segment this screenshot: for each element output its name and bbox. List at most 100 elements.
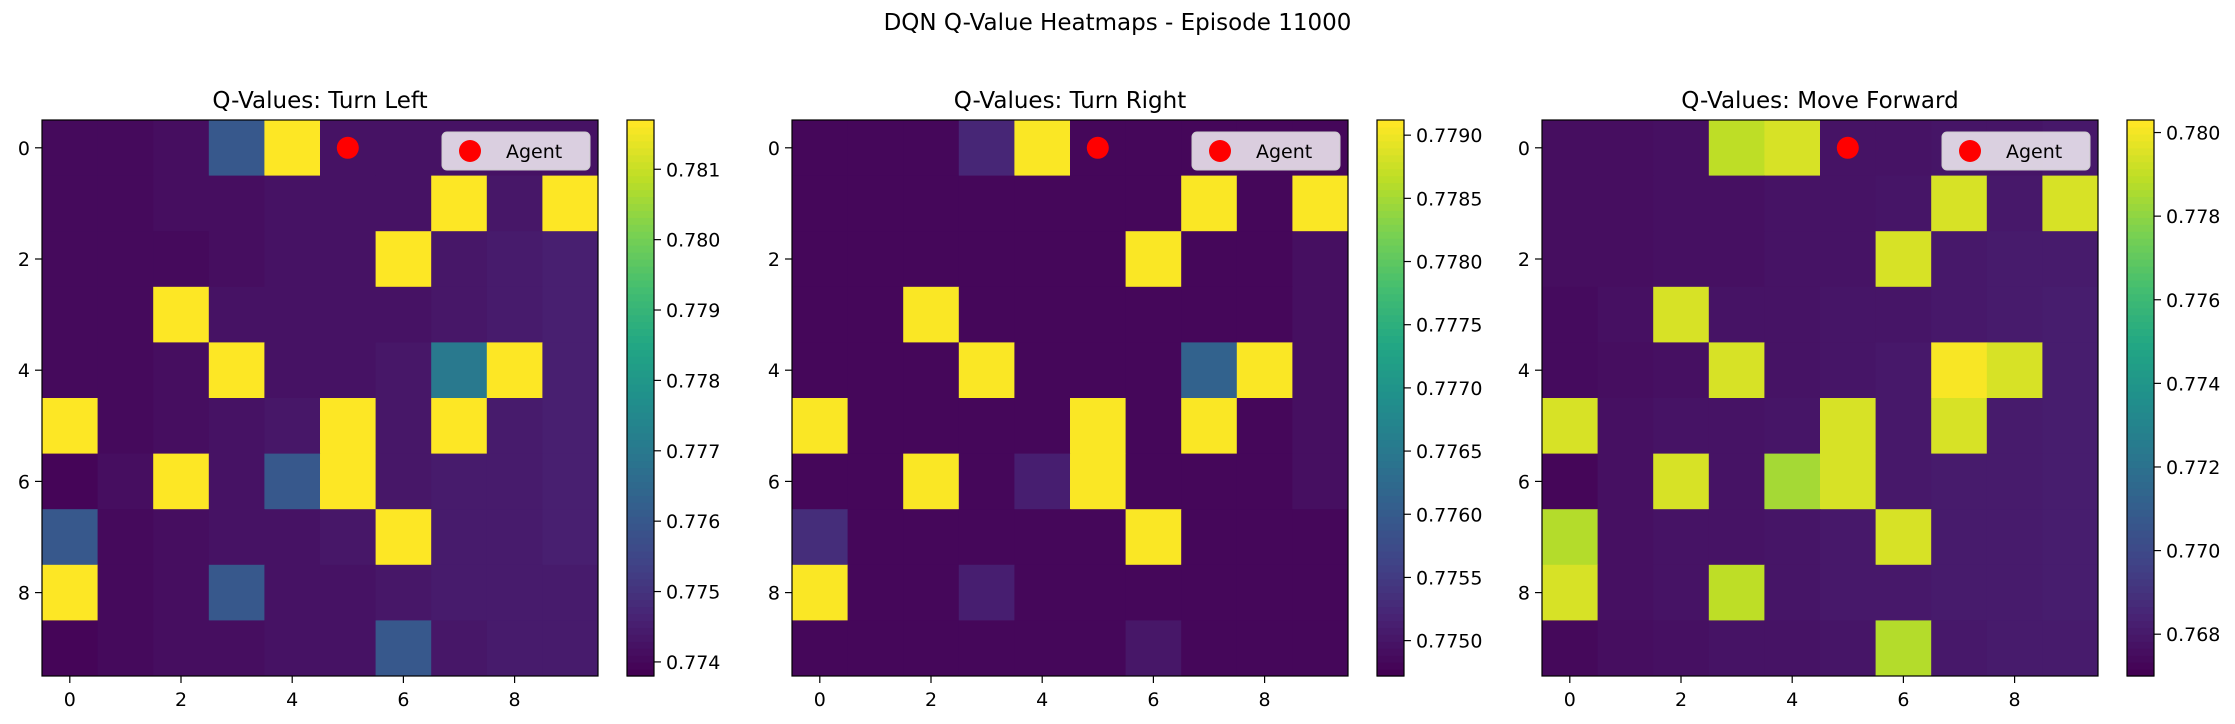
colorbar-segment: [627, 425, 654, 434]
colorbar-segment: [1377, 370, 1404, 378]
heatmap-cell: [42, 120, 99, 177]
heatmap-cell: [264, 120, 321, 177]
colorbar-segment: [2127, 259, 2154, 267]
colorbar-segment: [1377, 356, 1404, 364]
heatmap-cell: [1986, 620, 2043, 677]
heatmap-cell: [1236, 231, 1293, 288]
heatmap-cell: [42, 231, 99, 288]
heatmap-cell: [792, 286, 849, 343]
heatmap-cell: [42, 286, 99, 343]
heatmap-cell: [1070, 342, 1127, 399]
colorbar-segment: [1377, 578, 1404, 587]
colorbar-segment: [1377, 509, 1404, 517]
agent-marker: [336, 136, 359, 159]
heatmap-cell: [903, 231, 960, 288]
colorbar-segment: [1377, 432, 1404, 441]
heatmap-panel-1: Q-Values: Turn Left 0 2 4 6 8 0 2 4 6 8 Agent 0.774 0…: [18, 88, 721, 711]
y-tick-label: 8: [1518, 583, 1530, 605]
y-tick-label: 4: [1518, 360, 1530, 382]
colorbar-segment: [627, 265, 654, 274]
colorbar-segment: [1377, 592, 1404, 601]
heatmap-cell: [1181, 286, 1238, 343]
colorbar-segment: [2127, 147, 2154, 156]
heatmap-cell: [792, 175, 849, 232]
heatmap-cell: [375, 453, 432, 510]
colorbar-segment: [627, 467, 654, 476]
heatmap-cell: [1764, 231, 1821, 288]
heatmap-cell: [1125, 120, 1182, 177]
colorbar-segment: [1377, 175, 1404, 184]
colorbar-segment: [2127, 592, 2154, 601]
colorbar-segment: [627, 418, 654, 427]
heatmap-cell: [1653, 342, 1710, 399]
heatmap-cell: [97, 286, 154, 343]
heatmap-cell: [1764, 342, 1821, 399]
colorbar-tick-label: 0.7765: [1416, 441, 1482, 463]
heatmap-cell: [1986, 453, 2043, 510]
colorbar-segment: [1377, 259, 1404, 267]
heatmap-cell: [42, 175, 99, 232]
colorbar-tick-label: 0.775: [666, 582, 720, 604]
x-tick-label: 0: [64, 689, 76, 711]
colorbar-segment: [2127, 391, 2154, 399]
heatmap-cell: [1597, 120, 1654, 177]
heatmap-cell: [1931, 398, 1988, 455]
colorbar-segment: [1377, 530, 1404, 538]
colorbar-tick-label: 0.778: [666, 370, 720, 392]
heatmap-cell: [208, 620, 265, 677]
colorbar-segment: [627, 175, 654, 184]
heatmap-cell: [1653, 175, 1710, 232]
heatmap-cell: [1292, 620, 1349, 677]
heatmap-cell: [153, 509, 210, 566]
heatmap-cell: [1236, 453, 1293, 510]
heatmap-cell: [792, 509, 849, 566]
colorbar-segment: [1377, 265, 1404, 274]
colorbar-segment: [2127, 377, 2154, 385]
heatmap-cell: [1875, 620, 1932, 677]
colorbar-segment: [1377, 335, 1404, 343]
x-tick-label: 2: [175, 689, 187, 711]
colorbar-segment: [2127, 543, 2154, 552]
colorbar-segment: [627, 481, 654, 489]
colorbar-segment: [1377, 182, 1404, 191]
heatmap-cell: [792, 453, 849, 510]
heatmap-cell: [375, 398, 432, 455]
heatmap-cell: [1292, 231, 1349, 288]
y-tick-label: 8: [768, 583, 780, 605]
colorbar-segment: [1377, 467, 1404, 476]
colorbar-frame: [1376, 119, 1405, 677]
colorbar-segment: [2127, 488, 2154, 496]
colorbar-segment: [1377, 224, 1404, 232]
colorbar-segment: [2127, 398, 2154, 406]
colorbar-segment: [627, 439, 654, 448]
legend-label: Agent: [2006, 141, 2062, 163]
colorbar-segment: [1377, 537, 1404, 545]
x-tick-label: 6: [397, 689, 409, 711]
heatmap-cell: [1708, 509, 1765, 566]
heatmap-cell: [375, 342, 432, 399]
heatmap-cell: [1542, 342, 1599, 399]
heatmap-cell: [542, 453, 599, 510]
colorbar-segment: [627, 411, 654, 420]
heatmap-cell: [958, 509, 1015, 566]
colorbar-segment: [2127, 279, 2154, 288]
heatmap-cell: [1597, 175, 1654, 232]
colorbar-segment: [2127, 411, 2154, 420]
colorbar-segment: [627, 314, 654, 323]
colorbar-segment: [1377, 133, 1404, 142]
colorbar-segment: [627, 335, 654, 343]
colorbar-tick-label: 0.780: [666, 230, 720, 252]
heatmap-cell: [1542, 398, 1599, 455]
heatmap-cell: [375, 509, 432, 566]
x-tick-label: 4: [286, 689, 298, 711]
colorbar-segment: [2127, 662, 2154, 670]
colorbar-segment: [1377, 300, 1404, 309]
heatmap-cell: [1070, 564, 1127, 621]
heatmap-cell: [2042, 342, 2099, 399]
legend-agent-marker: [1959, 140, 1981, 162]
heatmap-cell: [1653, 453, 1710, 510]
colorbar-tick-label: 0.7750: [1416, 631, 1482, 653]
colorbar-segment: [1377, 252, 1404, 260]
colorbar-segment: [2127, 613, 2154, 621]
axes-frame: [1541, 119, 2099, 677]
